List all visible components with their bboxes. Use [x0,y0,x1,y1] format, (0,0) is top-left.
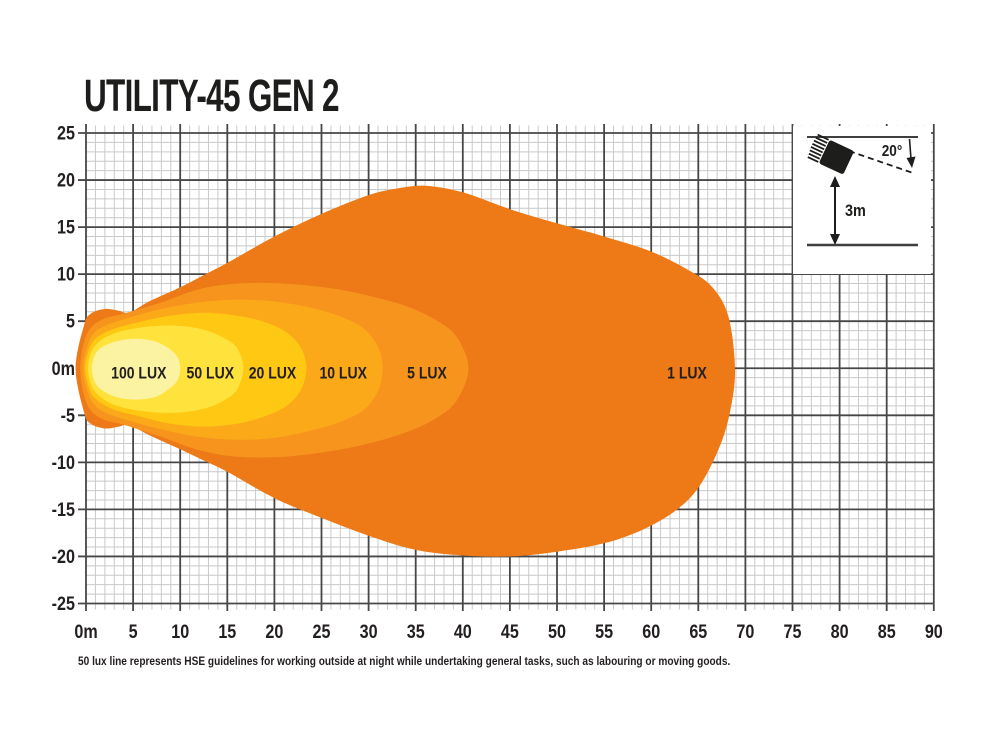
contour-label-group: 20 LUX [249,364,297,382]
x-tick-label-group: 5 [129,621,138,643]
y-tick-label-group: 25 [57,122,75,144]
x-tick-label-group: 50 [548,621,566,643]
y-tick-label: 25 [57,122,75,144]
y-tick-label: 10 [57,263,75,285]
x-tick-label: 90 [925,621,943,643]
y-tick-label: -20 [52,546,76,568]
x-tick-label: 15 [218,621,236,643]
x-tick-label: 50 [548,621,566,643]
contour-label-group: 50 LUX [187,364,235,382]
y-tick-label-group: -10 [52,452,76,474]
y-axis-tick-labels: 25 20 15 10 5 0m -5 -10 -15 -20 -25 [52,122,76,614]
x-axis-tick-labels: 0m 5 10 15 20 25 30 35 40 45 50 55 60 65 70 75 80 85 90 [74,621,943,643]
inset-height-label: 3m [845,202,866,220]
x-tick-label-group: 55 [595,621,613,643]
x-tick-label: 20 [265,621,283,643]
x-tick-label-group: 75 [784,621,802,643]
beam-axis-dashed-line [848,150,914,174]
x-tick-label: 25 [313,621,331,643]
contour-label: 5 LUX [407,364,447,382]
x-tick-label: 85 [878,621,896,643]
x-tick-label-group: 0m [74,621,97,643]
y-tick-label: 20 [57,169,75,191]
contour-label: 1 LUX [667,364,707,382]
x-tick-label: 40 [454,621,472,643]
contour-label-group: 10 LUX [319,364,367,382]
x-tick-label: 60 [642,621,660,643]
x-tick-label-group: 85 [878,621,896,643]
contour-label: 20 LUX [249,364,297,382]
x-tick-label-group: 70 [736,621,754,643]
lamp-icon [807,133,854,174]
x-tick-label-group: 30 [360,621,378,643]
footer-note: 50 lux line represents HSE guidelines fo… [78,656,731,668]
contour-labels: 1 LUX 5 LUX 10 LUX 20 LUX 50 LUX 100 LUX [111,364,707,382]
page-title: UTILITY-45 GEN 2 [84,70,340,121]
x-tick-label: 65 [689,621,707,643]
contour-label-group: 5 LUX [407,364,447,382]
x-tick-label: 10 [171,621,189,643]
x-tick-label-group: 60 [642,621,660,643]
y-tick-label: -15 [52,499,76,521]
contour-label: 100 LUX [111,364,167,382]
x-tick-label: 70 [736,621,754,643]
x-tick-label-group: 10 [171,621,189,643]
x-tick-label: 80 [831,621,849,643]
x-tick-label: 35 [407,621,425,643]
x-tick-label-group: 15 [218,621,236,643]
contour-label: 50 LUX [187,364,235,382]
isolux-contours [75,185,736,557]
mounting-diagram-inset: 20° 3m [793,126,931,274]
y-tick-label: -10 [52,452,76,474]
x-tick-label: 30 [360,621,378,643]
inset-background [793,126,931,274]
y-tick-label-group: 0m [52,358,75,380]
y-tick-label: 15 [57,216,75,238]
y-tick-label-group: -20 [52,546,76,568]
x-tick-label-group: 35 [407,621,425,643]
contour-100-lux [91,338,181,400]
x-tick-label: 0m [74,621,97,643]
y-tick-label-group: 15 [57,216,75,238]
y-tick-label: -5 [61,405,76,427]
x-tick-label: 45 [501,621,519,643]
y-tick-label: 0m [52,358,75,380]
inset-angle-label: 20° [882,143,903,160]
x-tick-label: 55 [595,621,613,643]
x-tick-label-group: 80 [831,621,849,643]
contour-label-group: 100 LUX [111,364,167,382]
y-tick-label: 5 [66,310,75,332]
y-tick-label-group: -15 [52,499,76,521]
y-tick-label-group: 20 [57,169,75,191]
x-tick-label: 75 [784,621,802,643]
contour-label-group: 1 LUX [667,364,707,382]
x-tick-label: 5 [129,621,138,643]
x-tick-label-group: 40 [454,621,472,643]
y-tick-label-group: 5 [66,310,75,332]
angle-arrow [906,138,916,168]
y-tick-label-group: -5 [61,405,76,427]
y-tick-label-group: 10 [57,263,75,285]
x-tick-label-group: 45 [501,621,519,643]
height-arrow [830,176,840,245]
y-tick-label: -25 [52,593,76,615]
contour-label: 10 LUX [319,364,367,382]
x-tick-label-group: 20 [265,621,283,643]
x-tick-label-group: 90 [925,621,943,643]
x-tick-label-group: 65 [689,621,707,643]
y-tick-label-group: -25 [52,593,76,615]
x-tick-label-group: 25 [313,621,331,643]
